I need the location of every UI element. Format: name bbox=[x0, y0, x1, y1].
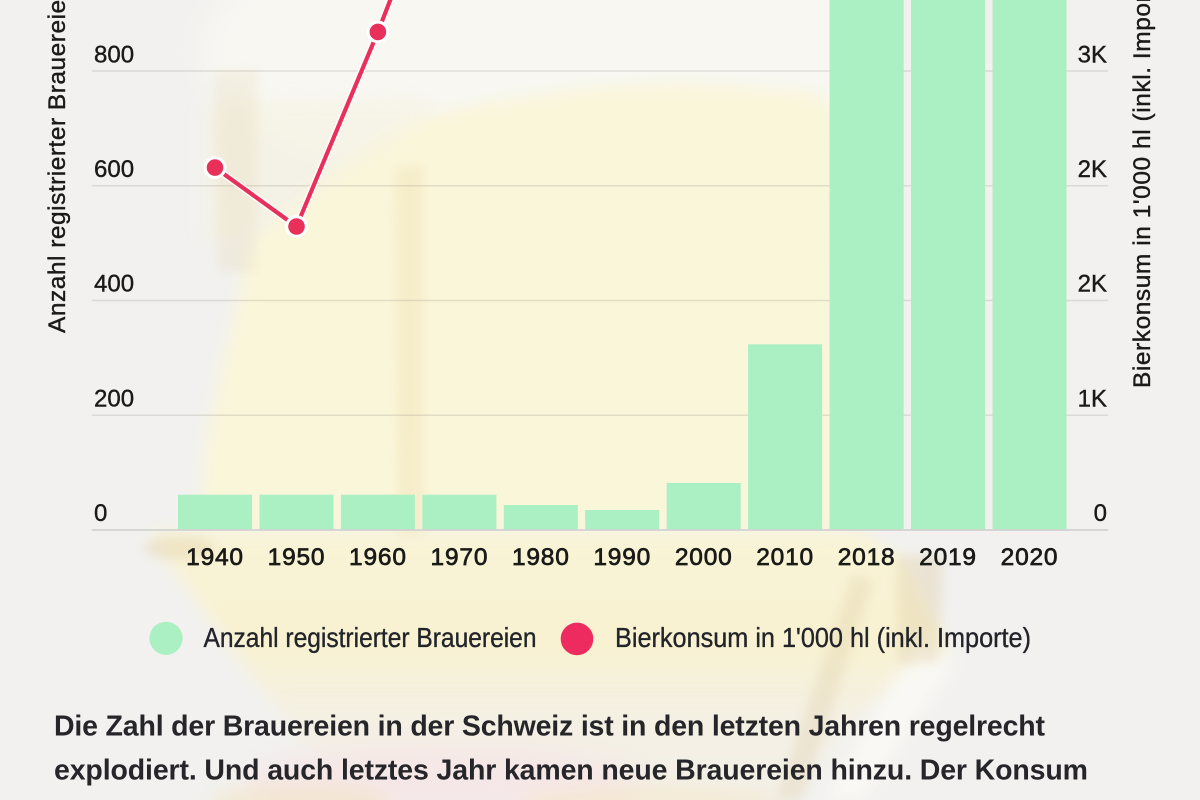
svg-text:3K: 3K bbox=[1078, 42, 1107, 69]
svg-text:1940: 1940 bbox=[186, 544, 244, 571]
svg-text:600: 600 bbox=[94, 156, 134, 183]
svg-text:2019: 2019 bbox=[919, 544, 977, 571]
svg-text:2K: 2K bbox=[1078, 271, 1107, 298]
svg-text:0: 0 bbox=[1094, 500, 1107, 527]
svg-text:1970: 1970 bbox=[431, 544, 489, 571]
svg-text:Anzahl registrierter Brauereie: Anzahl registrierter Brauereien bbox=[44, 0, 71, 333]
svg-text:explodiert. Und auch letztes J: explodiert. Und auch letztes Jahr kamen … bbox=[54, 755, 1088, 787]
svg-text:2000: 2000 bbox=[675, 544, 733, 571]
svg-text:400: 400 bbox=[94, 271, 134, 298]
svg-text:1990: 1990 bbox=[593, 544, 651, 571]
svg-text:1980: 1980 bbox=[512, 544, 570, 571]
svg-text:1960: 1960 bbox=[349, 544, 407, 571]
svg-text:Anzahl registrierter Brauereie: Anzahl registrierter Brauereien bbox=[204, 622, 537, 653]
svg-text:1K: 1K bbox=[1078, 385, 1107, 412]
svg-text:Bierkonsum in 1'000 hl (inkl.: Bierkonsum in 1'000 hl (inkl. Importe) bbox=[1129, 0, 1156, 388]
svg-text:2010: 2010 bbox=[756, 544, 814, 571]
svg-text:Die Zahl der Brauereien in der: Die Zahl der Brauereien in der Schweiz i… bbox=[54, 711, 1046, 743]
svg-text:2020: 2020 bbox=[1001, 544, 1059, 571]
svg-text:800: 800 bbox=[94, 42, 134, 69]
svg-text:Bierkonsum in 1'000 hl (inkl.: Bierkonsum in 1'000 hl (inkl. Importe) bbox=[615, 622, 1031, 653]
svg-text:0: 0 bbox=[94, 500, 107, 527]
svg-text:2K: 2K bbox=[1078, 156, 1107, 183]
svg-text:2018: 2018 bbox=[838, 544, 896, 571]
svg-text:200: 200 bbox=[94, 385, 134, 412]
svg-text:1950: 1950 bbox=[268, 544, 326, 571]
